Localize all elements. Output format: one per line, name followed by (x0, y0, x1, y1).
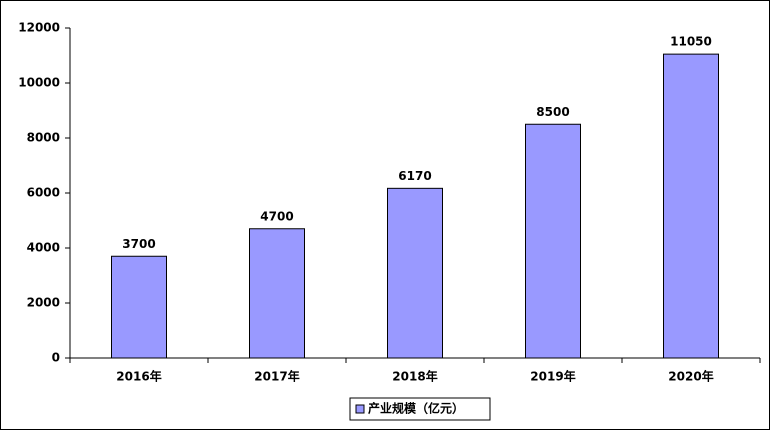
data-label: 11050 (670, 35, 712, 49)
data-label: 4700 (260, 209, 293, 223)
bar (525, 123, 581, 359)
data-label: 8500 (536, 105, 569, 119)
y-tick-label: 0 (52, 351, 60, 365)
data-label: 6170 (398, 169, 431, 183)
y-tick-label: 6000 (27, 186, 60, 200)
legend (349, 397, 491, 421)
x-tick-label: 2020年 (668, 369, 713, 384)
legend-label: 产业规模（亿元） (368, 401, 464, 416)
x-tick-label: 2019年 (530, 369, 575, 384)
bar (663, 53, 719, 359)
data-label: 3700 (122, 237, 155, 251)
y-tick-label: 10000 (18, 76, 60, 90)
bar (387, 187, 443, 359)
y-tick-label: 4000 (27, 241, 60, 255)
legend-swatch (355, 404, 365, 414)
y-tick-label: 2000 (27, 296, 60, 310)
bar (111, 255, 167, 359)
y-tick-label: 12000 (18, 21, 60, 35)
y-tick-label: 8000 (27, 131, 60, 145)
x-tick-label: 2018年 (392, 369, 437, 384)
x-tick-label: 2017年 (254, 369, 299, 384)
x-tick-label: 2016年 (116, 369, 161, 384)
bar (249, 228, 305, 359)
